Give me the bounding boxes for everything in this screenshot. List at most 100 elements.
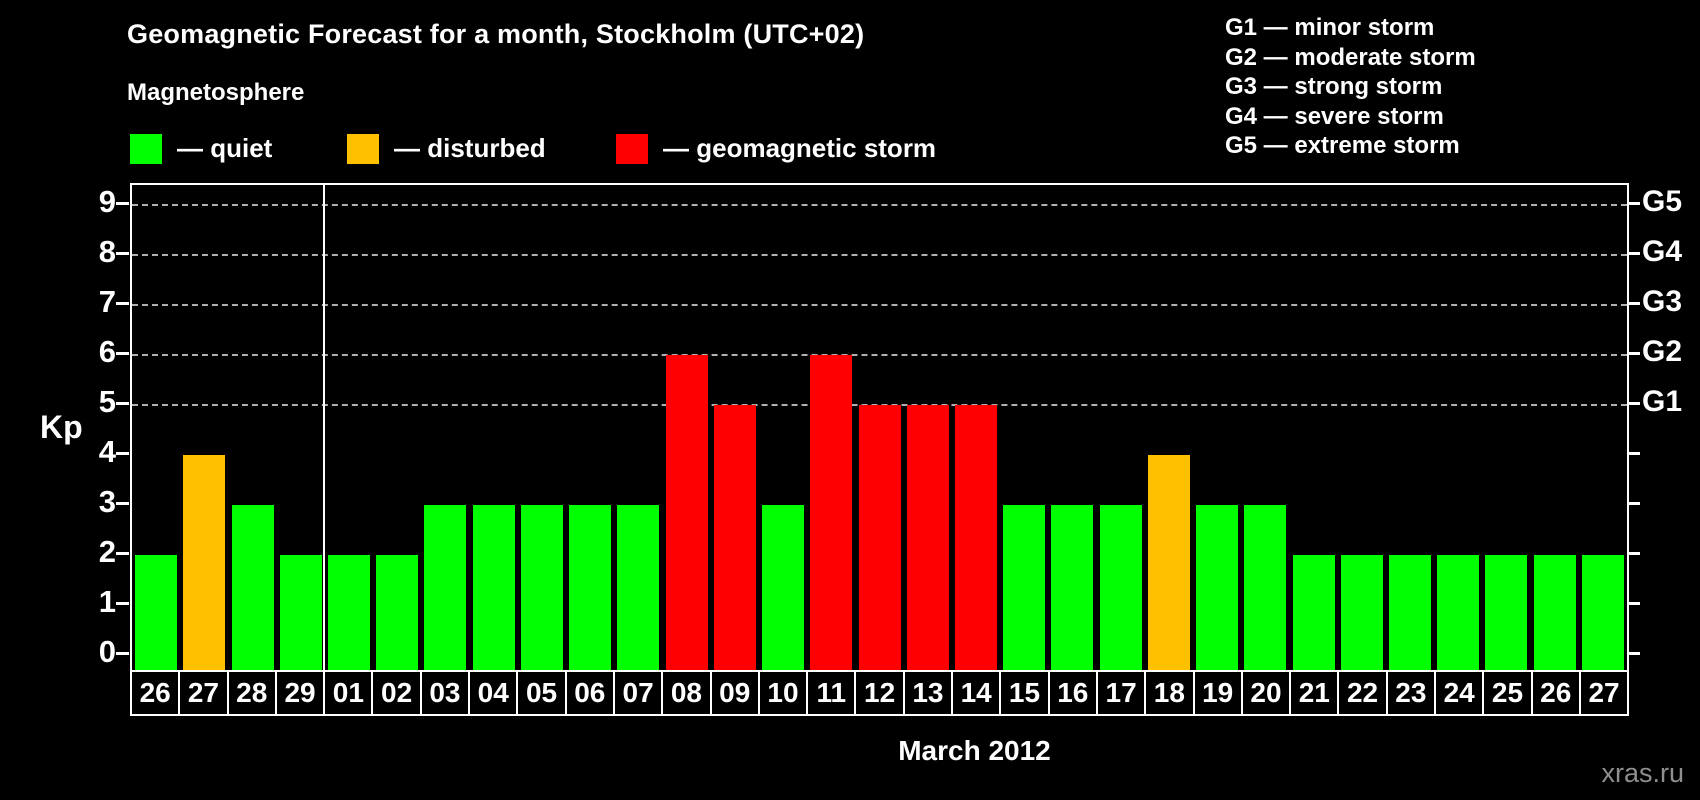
day-label-25: 25 — [1482, 670, 1533, 716]
y-tick-left — [116, 252, 129, 255]
kp-bar-27-quiet — [1581, 555, 1624, 672]
legend-swatch-storm — [616, 133, 648, 164]
y-tick-right — [1627, 252, 1640, 255]
month-separator — [322, 185, 325, 672]
storm-scale-line: G2 — moderate storm — [1225, 43, 1476, 71]
magnetosphere-legend: — quiet — disturbed — geomagnetic storm — [0, 133, 1100, 167]
y-tick-left — [116, 352, 129, 355]
x-axis-title: March 2012 — [898, 735, 1051, 766]
day-label-16: 16 — [1047, 670, 1098, 716]
day-label-06: 06 — [564, 670, 615, 716]
kp-bar-12-storm — [858, 405, 901, 672]
day-label-22: 22 — [1337, 670, 1388, 716]
y-tick-right — [1627, 652, 1640, 655]
g-scale-tick-label-G5: G5 — [1642, 185, 1683, 218]
kp-bar-13-storm — [906, 405, 949, 672]
day-label-26: 26 — [130, 670, 181, 716]
day-label-15: 15 — [999, 670, 1050, 716]
kp-bar-05-quiet — [520, 505, 563, 672]
day-label-08: 08 — [661, 670, 712, 716]
gridline-kp-7 — [132, 304, 1627, 306]
y-tick-label-5: 5 — [98, 384, 116, 419]
kp-bar-02-quiet — [376, 555, 419, 672]
kp-bar-08-storm — [665, 355, 708, 672]
watermark: xras.ru — [1601, 758, 1684, 788]
day-label-10: 10 — [757, 670, 809, 716]
day-label-01: 01 — [323, 670, 374, 716]
kp-bar-23-quiet — [1388, 555, 1431, 672]
y-tick-left — [116, 652, 129, 655]
y-tick-label-9: 9 — [98, 184, 116, 219]
y-tick-label-1: 1 — [98, 584, 116, 619]
y-tick-right — [1627, 202, 1640, 205]
x-axis-day-labels: 26 27 28 29 01 02 03 04 05 06 07 08 09 10 11 12 13 14 15 16… — [130, 670, 1630, 716]
legend-label-disturbed: — disturbed — [394, 133, 546, 163]
day-label-28: 28 — [226, 670, 277, 716]
legend-label-quiet: — quiet — [177, 133, 273, 163]
day-label-12: 12 — [854, 670, 905, 716]
kp-bar-03-quiet — [424, 505, 467, 672]
gridline-kp-9 — [132, 204, 1627, 206]
gridline-kp-8 — [132, 254, 1627, 256]
day-label-17: 17 — [1095, 670, 1147, 716]
y-tick-left — [116, 202, 129, 205]
y-tick-label-2: 2 — [98, 534, 116, 569]
storm-scale-line: G5 — extreme storm — [1225, 132, 1460, 159]
y-axis-title: Kp — [40, 409, 83, 445]
storm-scale-legend: G1 — minor storm G2 — moderate storm G3 — … — [1225, 13, 1476, 161]
y-tick-right — [1627, 552, 1640, 555]
kp-bar-16-quiet — [1051, 505, 1094, 672]
kp-bar-10-quiet — [762, 505, 805, 672]
day-label-21: 21 — [1289, 670, 1340, 716]
kp-bar-24-quiet — [1437, 555, 1480, 672]
y-tick-label-0: 0 — [98, 634, 116, 669]
y-tick-left — [116, 452, 129, 455]
kp-bar-04-quiet — [472, 505, 515, 672]
y-tick-label-3: 3 — [98, 484, 116, 519]
g-scale-tick-label-G1: G1 — [1642, 385, 1683, 418]
kp-bar-06-quiet — [569, 505, 612, 672]
day-label-02: 02 — [371, 670, 422, 716]
storm-scale-line: G4 — severe storm — [1225, 102, 1444, 130]
day-label-27: 27 — [1578, 670, 1630, 716]
y-tick-left — [116, 302, 129, 305]
y-tick-label-4: 4 — [98, 434, 116, 469]
kp-bar-26-quiet — [135, 555, 178, 672]
day-label-11: 11 — [806, 670, 857, 716]
kp-bar-26-quiet — [1533, 555, 1576, 672]
kp-bar-21-quiet — [1292, 555, 1335, 672]
day-label-13: 13 — [902, 670, 954, 716]
magnetosphere-label: Magnetosphere — [127, 79, 305, 106]
y-tick-label-8: 8 — [98, 234, 116, 269]
day-label-05: 05 — [516, 670, 567, 716]
kp-bar-20-quiet — [1244, 505, 1287, 672]
y-tick-right — [1627, 502, 1640, 505]
kp-bar-17-quiet — [1099, 505, 1142, 672]
kp-bar-09-storm — [713, 405, 756, 672]
day-label-18: 18 — [1144, 670, 1195, 716]
day-label-23: 23 — [1385, 670, 1437, 716]
day-label-29: 29 — [274, 670, 326, 716]
y-tick-label-7: 7 — [98, 284, 116, 319]
plot-area — [130, 183, 1629, 672]
day-label-07: 07 — [612, 670, 664, 716]
day-label-27: 27 — [178, 670, 229, 716]
y-tick-right — [1627, 352, 1640, 355]
kp-bar-29-quiet — [279, 555, 322, 672]
day-label-19: 19 — [1192, 670, 1243, 716]
day-label-24: 24 — [1434, 670, 1485, 716]
day-label-14: 14 — [951, 670, 1002, 716]
chart-title: Geomagnetic Forecast for a month, Stockh… — [127, 19, 865, 49]
y-tick-right — [1627, 302, 1640, 305]
kp-bar-01-quiet — [328, 555, 371, 672]
day-label-09: 09 — [709, 670, 760, 716]
legend-label-storm: — geomagnetic storm — [663, 133, 937, 163]
legend-item-disturbed: — disturbed — [347, 133, 546, 164]
legend-item-storm: — geomagnetic storm — [616, 133, 936, 164]
g-scale-tick-label-G3: G3 — [1642, 285, 1683, 318]
kp-bar-15-quiet — [1003, 505, 1046, 672]
y-tick-label-6: 6 — [98, 334, 116, 369]
kp-bar-14-storm — [954, 405, 997, 672]
y-tick-right — [1627, 452, 1640, 455]
